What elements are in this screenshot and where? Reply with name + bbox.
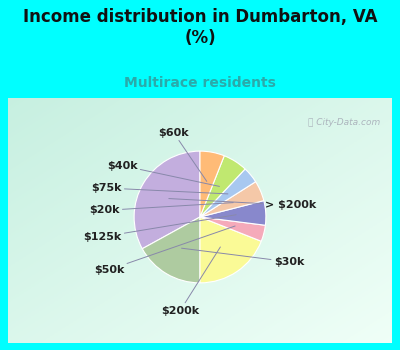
Wedge shape [142,217,200,283]
Text: > $200k: > $200k [169,198,316,210]
Wedge shape [200,169,256,217]
Text: $30k: $30k [182,248,304,267]
Wedge shape [200,201,266,225]
Text: $40k: $40k [107,161,220,187]
Text: $20k: $20k [89,203,233,215]
Wedge shape [200,156,245,217]
Text: Income distribution in Dumbarton, VA
(%): Income distribution in Dumbarton, VA (%) [23,8,377,47]
Wedge shape [134,151,200,249]
Text: ⓘ City-Data.com: ⓘ City-Data.com [308,118,380,127]
Wedge shape [200,151,224,217]
Wedge shape [200,217,265,241]
Text: $60k: $60k [158,128,207,181]
Text: $50k: $50k [94,226,235,275]
Wedge shape [200,182,264,217]
Text: $75k: $75k [91,183,228,194]
Wedge shape [200,217,261,283]
Text: Multirace residents: Multirace residents [124,76,276,90]
Text: $125k: $125k [83,215,236,242]
Text: $200k: $200k [161,247,220,316]
